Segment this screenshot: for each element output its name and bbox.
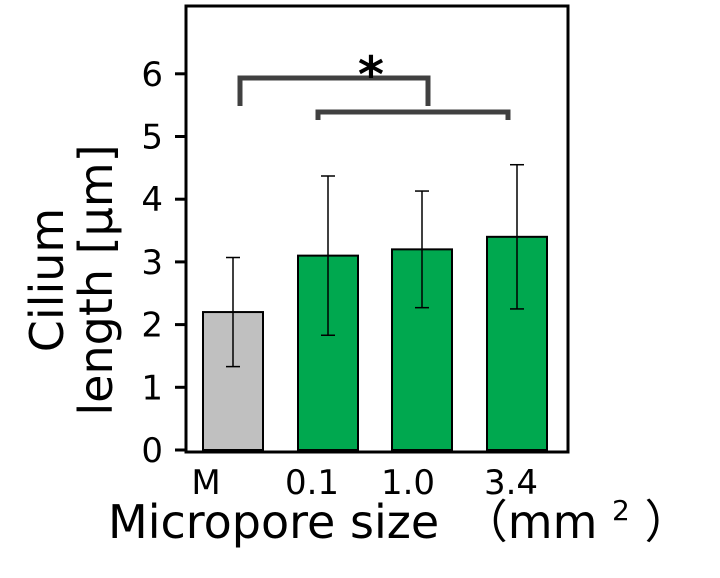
x-axis-title-superscript: 2 (612, 494, 630, 527)
x-axis-title-main: Micropore size (108, 495, 439, 549)
plot-frame (184, 4, 570, 454)
y-axis-title-line2: length [μm] (69, 144, 123, 415)
y-tick-label: 5 (141, 118, 163, 158)
x-axis-title: Micropore size （mm 2 ） (108, 477, 691, 549)
y-tick-label: 3 (141, 243, 163, 283)
significance-bracket-control (237, 75, 431, 106)
x-tick-label: 1.0 (381, 463, 435, 503)
y-tick-label: 6 (141, 55, 163, 95)
x-tick-label: 3.4 (484, 463, 538, 503)
x-tick-label: M (191, 463, 220, 503)
y-tick-label: 1 (141, 368, 163, 408)
y-tick-label: 0 (141, 431, 163, 471)
y-axis-ticks: 0 1 2 3 4 5 6 (141, 55, 186, 471)
error-bars (226, 163, 524, 368)
significance-bracket-micropores (315, 109, 511, 120)
x-axis-title-unit: （mm (462, 495, 598, 549)
y-tick-label: 2 (141, 306, 163, 346)
y-axis-title-line1: Cilium (20, 208, 74, 352)
x-axis-tick-labels: M 0.1 1.0 3.4 (191, 463, 538, 503)
significance-star: * (358, 46, 384, 104)
y-tick-label: 4 (141, 180, 163, 220)
x-tick-label: 0.1 (285, 463, 339, 503)
bars (202, 235, 548, 451)
x-axis-title-close: ） (645, 495, 691, 549)
